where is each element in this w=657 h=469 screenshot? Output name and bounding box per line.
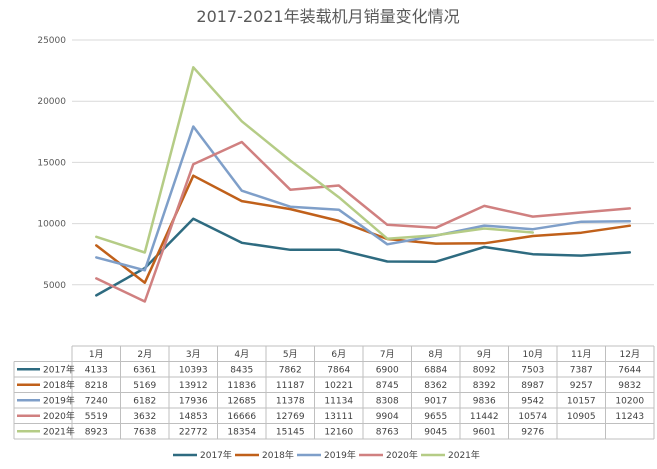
table-cell-value: 17936 (179, 397, 208, 407)
table-cell-value: 11378 (276, 397, 305, 407)
table-cell-value: 22772 (179, 428, 208, 438)
table-cell-value: 12685 (227, 397, 256, 407)
table-cell-value: 10221 (324, 381, 353, 391)
table-cell-value: 5169 (133, 381, 156, 391)
table-cell-value: 5519 (85, 412, 108, 422)
y-tick-label: 15000 (37, 158, 66, 168)
x-tick-label: 5月 (283, 349, 298, 360)
table-cell-value: 7864 (327, 366, 350, 376)
x-tick-label: 12月 (620, 349, 640, 360)
table-cell-value: 8923 (85, 428, 108, 438)
table-cell-value: 9257 (570, 381, 593, 391)
table-cell-value: 9542 (521, 397, 544, 407)
series-lines (95, 66, 632, 303)
table-cell-value: 10200 (615, 397, 644, 407)
x-tick-label: 9月 (477, 349, 492, 360)
table-cell-value: 11187 (276, 381, 305, 391)
table-cell-value: 7644 (618, 366, 641, 376)
x-tick-label: 1月 (89, 349, 104, 360)
table-cell-value: 6900 (376, 366, 399, 376)
table-cell-value: 7638 (133, 428, 156, 438)
legend-label: 2021年 (448, 449, 480, 461)
table-cell-value: 10574 (518, 412, 547, 422)
series-line-2017年 (95, 217, 632, 297)
x-tick-label: 11月 (571, 349, 591, 360)
series-line-2021年 (95, 66, 535, 254)
x-tick-label: 2月 (137, 349, 152, 360)
legend-label: 2017年 (200, 449, 232, 461)
x-tick-label: 3月 (186, 349, 201, 360)
table-cell-value: 9017 (424, 397, 447, 407)
table-cell-value: 11134 (324, 397, 353, 407)
table-cell-value: 9276 (521, 428, 544, 438)
table-cell-value: 10393 (179, 366, 208, 376)
table-series-label: 2019年 (43, 395, 75, 407)
table-cell-value: 9045 (424, 428, 447, 438)
x-tick-label: 10月 (523, 349, 543, 360)
table-cell-value: 13912 (179, 381, 208, 391)
y-axis-ticks: 5000 10000 15000 20000 25000 (37, 36, 66, 291)
table-cell-value: 8092 (473, 366, 496, 376)
table-cell-value: 8763 (376, 428, 399, 438)
table-cell-value: 14853 (179, 412, 208, 422)
table-cell-value: 8435 (230, 366, 253, 376)
table-cell-value: 6884 (424, 366, 447, 376)
table-cell-value: 6182 (133, 397, 156, 407)
table-series-label: 2021年 (43, 426, 75, 438)
legend: 2017年 2018年 2019年 2020年 2021年 (173, 449, 480, 461)
table-cell-value: 10157 (567, 397, 596, 407)
x-tick-label: 6月 (331, 349, 346, 360)
table-cell-value: 7240 (85, 397, 108, 407)
table-cell-value: 11836 (227, 381, 256, 391)
series-line-2018年 (95, 174, 632, 284)
table-series-label: 2017年 (43, 364, 75, 376)
table-cell-value: 7387 (570, 366, 593, 376)
series-line-2020年 (95, 140, 632, 303)
table-cell-value: 9904 (376, 412, 399, 422)
table-cell-value: 9601 (473, 428, 496, 438)
y-tick-label: 5000 (43, 281, 66, 291)
x-tick-label: 4月 (234, 349, 249, 360)
data-table: 1月 2月 3月 4月 5月 6月 7月 8月 9月 10月 11月 12月 2017年 4133 6361… (13, 345, 655, 440)
table-cell-value: 8308 (376, 397, 399, 407)
table-series-label: 2020年 (43, 410, 75, 422)
table-cell-value: 15145 (276, 428, 305, 438)
table-cell-value: 8745 (376, 381, 399, 391)
table-cell-value: 13111 (324, 412, 353, 422)
table-cell-value: 8392 (473, 381, 496, 391)
table-cell-value: 10905 (567, 412, 596, 422)
table-cell-value: 11442 (470, 412, 499, 422)
table-cell-value: 11243 (615, 412, 644, 422)
table-cell-value: 18354 (227, 428, 256, 438)
legend-label: 2018年 (262, 449, 294, 461)
legend-label: 2020年 (386, 449, 418, 461)
table-cell-value: 8362 (424, 381, 447, 391)
table-cell-value: 9836 (473, 397, 496, 407)
x-tick-label: 8月 (428, 349, 443, 360)
y-tick-label: 25000 (37, 36, 66, 46)
table-cell-value: 12160 (324, 428, 353, 438)
table-cell-value: 9655 (424, 412, 447, 422)
table-cell-value: 12769 (276, 412, 305, 422)
y-tick-label: 10000 (37, 220, 66, 230)
chart-title: 2017-2021年装载机月销量变化情况 (196, 7, 459, 26)
series-line-2019年 (95, 125, 632, 272)
table-cell-value: 7862 (279, 366, 302, 376)
table-cell-value: 4133 (85, 366, 108, 376)
table-cell-value: 6361 (133, 366, 156, 376)
table-cell-value: 7503 (521, 366, 544, 376)
table-cell-value: 16666 (227, 412, 256, 422)
table-series-label: 2018年 (43, 379, 75, 391)
table-cell-value: 8987 (521, 381, 544, 391)
y-tick-label: 20000 (37, 97, 66, 107)
table-cell-value: 9832 (618, 381, 641, 391)
table-cell-value: 8218 (85, 381, 108, 391)
legend-label: 2019年 (324, 449, 356, 461)
x-tick-label: 7月 (380, 349, 395, 360)
table-cell-value: 3632 (133, 412, 156, 422)
